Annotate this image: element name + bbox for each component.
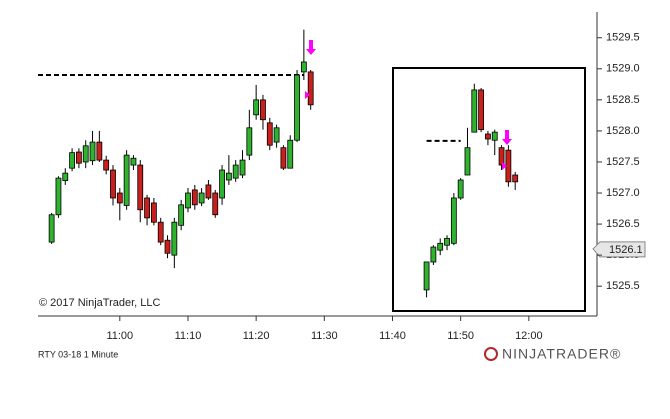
candle-body [300,61,307,73]
candle-body [212,192,219,216]
logo-icon [484,347,498,361]
candle-body [450,197,457,244]
y-tick-label: 1527.0 [606,187,640,199]
candle-body [294,74,300,141]
candle-body [273,127,280,143]
candle-body [246,127,253,156]
logo: NINJATRADER® [484,346,621,362]
candle-body [205,184,212,199]
candle-body [287,139,294,169]
candle-body [225,172,232,181]
y-tick-label: 1529.5 [606,32,640,44]
candle-body [253,99,260,116]
instrument-label: RTY 03-18 1 Minute [38,349,118,359]
entry-marker [502,162,507,170]
candle-body [62,172,69,181]
candle-body [198,192,205,204]
logo-text: NINJATRADER® [502,346,621,362]
candle-body [219,169,225,199]
y-tick-label: 1527.5 [606,156,640,168]
y-tick-label: 1525.5 [606,280,640,292]
candle-body [89,141,96,162]
candle-body [437,242,444,251]
inset-box [392,67,586,312]
candle-body [191,189,198,206]
candle-body [96,141,103,161]
y-tick-label: 1528.0 [606,125,640,137]
y-tick-label: 1528.5 [606,94,640,106]
candle-body [491,131,498,141]
x-tick-label: 11:40 [379,330,406,342]
x-tick-label: 11:30 [311,330,338,342]
candle-body [69,152,75,169]
copyright: © 2017 NinjaTrader, LLC [39,297,160,309]
candle-body [171,221,178,256]
candle-body [130,157,137,166]
candle-body [76,151,82,164]
candle-body [55,177,62,216]
candle-body [498,147,505,166]
y-tick-label: 1529.0 [606,63,640,75]
last-price-label: 1526.1 [609,244,643,256]
x-tick-label: 11:50 [447,330,474,342]
y-tick-label: 1526.5 [606,218,640,230]
candle-body [123,154,130,206]
candle-body [444,237,450,246]
candle-body [430,246,437,263]
candle-body [157,221,164,243]
candle-body [266,122,273,146]
signal-arrows [305,40,512,170]
candle-body [150,202,157,223]
candle-body [471,89,478,133]
x-tick-label: 11:20 [243,330,270,342]
x-tick-label: 11:00 [106,330,133,342]
candle-body [512,174,519,183]
candle-body [423,261,430,291]
candle-body [178,204,185,226]
x-tick-label: 12:00 [515,330,543,342]
candle-body [260,99,266,121]
candle-body [110,169,116,199]
entry-marker [305,91,310,99]
candle-body [457,179,464,199]
candle-body [232,164,239,179]
candle-body [48,214,55,243]
x-tick-label: 11:10 [175,330,202,342]
down-arrow [502,130,512,145]
candle-body [485,133,491,140]
candle-body [116,192,123,204]
candle-body [239,159,246,176]
candle-body [144,197,150,219]
candle-body [464,147,471,176]
down-arrow [306,40,316,55]
candle-body [137,164,144,211]
candle-body [185,192,191,209]
candle-body [307,71,314,106]
candle-body [478,89,485,131]
candle-body [164,239,171,254]
marks: 1525.51526.01526.51527.01527.51528.01528… [38,29,640,342]
candle-body [103,159,110,171]
candle-body [280,147,287,169]
candle-body [82,145,89,163]
